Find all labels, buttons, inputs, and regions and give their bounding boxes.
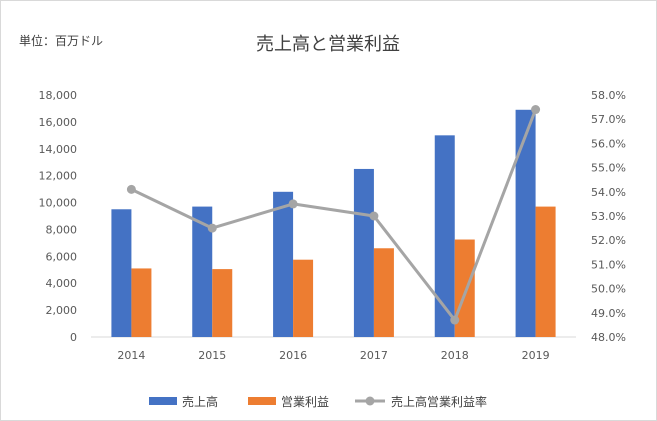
x-tick-label: 2019 (522, 349, 550, 362)
plot-area: 0 2,000 4,000 6,000 8,000 10,000 12,000 14,000 1… (39, 89, 626, 362)
y-left-tick-label: 12,000 (39, 170, 78, 183)
chart-title: 売上高と営業利益 (256, 34, 400, 55)
y-right-tick-label: 58.0% (591, 89, 626, 102)
y-left-tick-label: 2,000 (46, 304, 78, 317)
x-tick-label: 2015 (198, 349, 226, 362)
y-right-tick-label: 50.0% (591, 283, 626, 296)
y-left-tick-label: 18,000 (39, 89, 78, 102)
x-tick-label: 2016 (279, 349, 307, 362)
y-left-tick-label: 14,000 (39, 143, 78, 156)
bar-operating-profit (131, 268, 152, 337)
margin-point (126, 184, 136, 194)
y-left-tick-label: 16,000 (39, 116, 78, 129)
legend-operating-profit-swatch (248, 397, 276, 405)
bar-operating-profit (535, 206, 556, 337)
bar-sales (434, 135, 455, 337)
y-left-tick-label: 4,000 (46, 277, 78, 290)
y-left-tick-label: 10,000 (39, 197, 78, 210)
y-right-tick-label: 54.0% (591, 186, 626, 199)
y-right-tick-label: 53.0% (591, 210, 626, 223)
bar-operating-profit (373, 248, 394, 337)
bar-sales (273, 191, 294, 337)
margin-line (130, 108, 537, 322)
y-left-tick-label: 0 (70, 331, 77, 344)
y-right-tick-label: 56.0% (591, 137, 626, 150)
y-right-tick-label: 49.0% (591, 307, 626, 320)
legend-margin-label: 売上高営業利益率 (391, 394, 487, 409)
bar-sales (353, 168, 374, 337)
y-right-tick-label: 52.0% (591, 234, 626, 247)
bar-operating-profit (293, 259, 314, 337)
y-right-tick-label: 48.0% (591, 331, 626, 344)
y-left-tick-label: 6,000 (46, 250, 78, 263)
margin-point (450, 315, 460, 325)
legend-operating-profit-label: 営業利益 (281, 395, 329, 409)
margin-point (288, 199, 298, 209)
y-left-tick-label: 8,000 (46, 223, 78, 236)
y-right-tick-label: 57.0% (591, 113, 626, 126)
margin-point (369, 211, 379, 221)
unit-label: 単位：百万ドル (19, 33, 103, 48)
bar-sales (192, 206, 213, 337)
y-right-tick-label: 51.0% (591, 258, 626, 271)
legend-sales-swatch (149, 397, 177, 405)
bar-sales (515, 109, 536, 338)
x-tick-label: 2014 (117, 349, 145, 362)
margin-point (207, 223, 217, 233)
bar-sales (111, 209, 132, 337)
margin-point (531, 105, 541, 115)
x-tick-label: 2017 (360, 349, 388, 362)
bar-operating-profit (212, 269, 233, 337)
legend-sales-label: 売上高 (182, 394, 218, 409)
bar-operating-profit (454, 239, 475, 337)
legend-margin-swatch-point (365, 396, 375, 406)
legend: 売上高 営業利益 売上高営業利益率 (149, 394, 487, 409)
y-right-tick-label: 55.0% (591, 162, 626, 175)
x-tick-label: 2018 (441, 349, 469, 362)
